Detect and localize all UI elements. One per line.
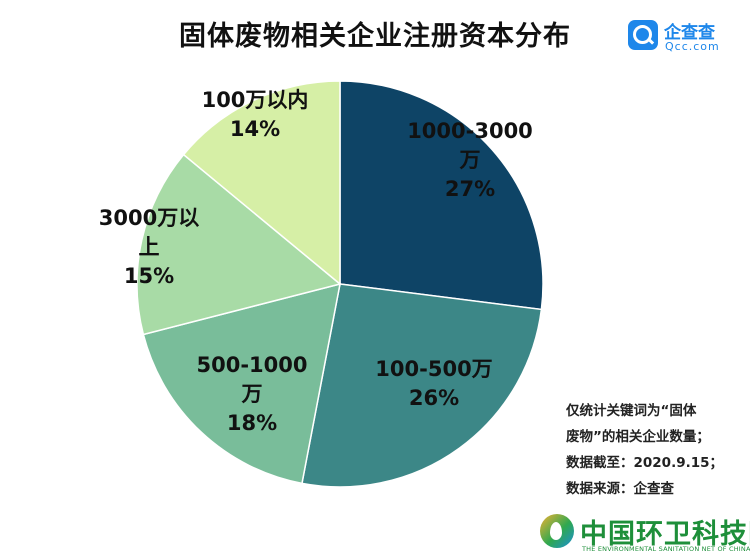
slice-label: 100万以内 14% <box>202 88 309 141</box>
qcc-name: 企查查 <box>664 23 715 43</box>
qcc-search-icon <box>628 20 658 50</box>
slice-label: 3000万以上 15% <box>99 206 199 288</box>
pie-slice <box>136 153 342 336</box>
qcc-brand: 企查查 Qcc.com <box>628 18 724 58</box>
footnote: 仅统计关键词为“固体 废物”的相关企业数量； 数据截至：2020.9.15； 数… <box>566 398 750 502</box>
slice-label: 1000-3000 万 27% <box>407 119 533 201</box>
footnote-line: 数据来源：企查查 <box>566 481 674 497</box>
slice-label: 100-500万 26% <box>375 357 492 410</box>
pie-slice <box>301 283 543 488</box>
footnote-line: 仅统计关键词为“固体 <box>566 403 697 419</box>
footer-logo-subtitle: THE ENVIRONMENTAL SANITATION NET OF CHIN… <box>582 545 750 553</box>
footer-logo: 中国环卫科技网 THE ENVIRONMENTAL SANITATION NET… <box>538 512 750 558</box>
footnote-line: 废物”的相关企业数量； <box>566 429 710 445</box>
slice-label: 500-1000 万 18% <box>197 353 308 435</box>
footer-logo-name: 中国环卫科技网 <box>580 519 750 550</box>
pie-slice <box>339 80 544 311</box>
qcc-domain: Qcc.com <box>665 40 720 53</box>
water-drop-icon <box>540 514 574 548</box>
chart-title: 固体废物相关企业注册资本分布 <box>179 21 571 52</box>
pie-slice <box>142 282 341 485</box>
pie-slice <box>182 80 341 286</box>
footnote-line: 数据截至：2020.9.15； <box>566 455 724 471</box>
